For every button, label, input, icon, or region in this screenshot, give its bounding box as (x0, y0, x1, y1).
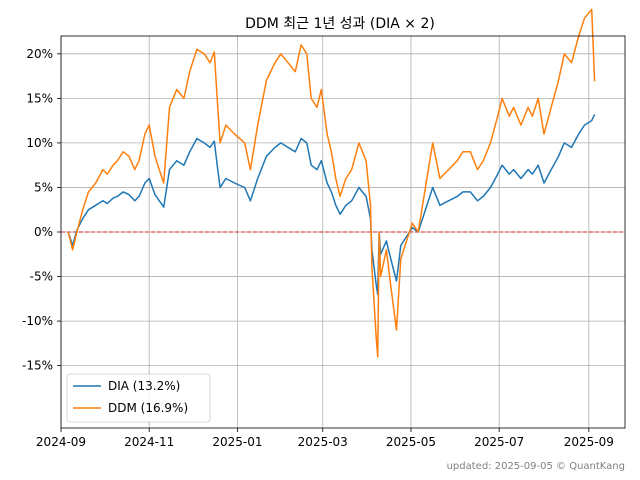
x-tick-label: 2025-07 (474, 435, 524, 449)
y-tick-label: 0% (34, 225, 53, 239)
x-tick-label: 2024-11 (124, 435, 174, 449)
x-tick-label: 2025-01 (212, 435, 262, 449)
x-tick-label: 2025-09 (564, 435, 614, 449)
legend-box (66, 373, 211, 423)
y-tick-label: 5% (34, 180, 53, 194)
series-group (67, 8, 596, 358)
series-line-dia (67, 114, 596, 296)
x-axis: 2024-09 2024-11 2025-01 2025-03 2025-05 2025-… (36, 428, 614, 449)
legend-label-dia: DIA (13.2%) (108, 379, 180, 393)
y-tick-label: -5% (30, 270, 53, 284)
y-tick-label: -15% (22, 359, 53, 373)
x-tick-label: 2025-05 (386, 435, 436, 449)
x-tick-label: 2024-09 (36, 435, 86, 449)
footer-note: updated: 2025-09-05 © QuantKang (447, 461, 625, 472)
x-tick-label: 2025-03 (298, 435, 348, 449)
y-tick-label: 20% (26, 47, 53, 61)
legend: DIA (13.2%) DDM (16.9%) (66, 373, 211, 423)
y-axis: -15% -10% -5% 0% 5% 10% 15% 20% (22, 47, 61, 373)
legend-label-ddm: DDM (16.9%) (108, 401, 188, 415)
chart-title: DDM 최근 1년 성과 (DIA × 2) (245, 16, 435, 32)
y-tick-label: -10% (22, 314, 53, 328)
series-line-ddm (67, 8, 596, 358)
y-tick-label: 10% (26, 136, 53, 150)
y-tick-label: 15% (26, 91, 53, 105)
